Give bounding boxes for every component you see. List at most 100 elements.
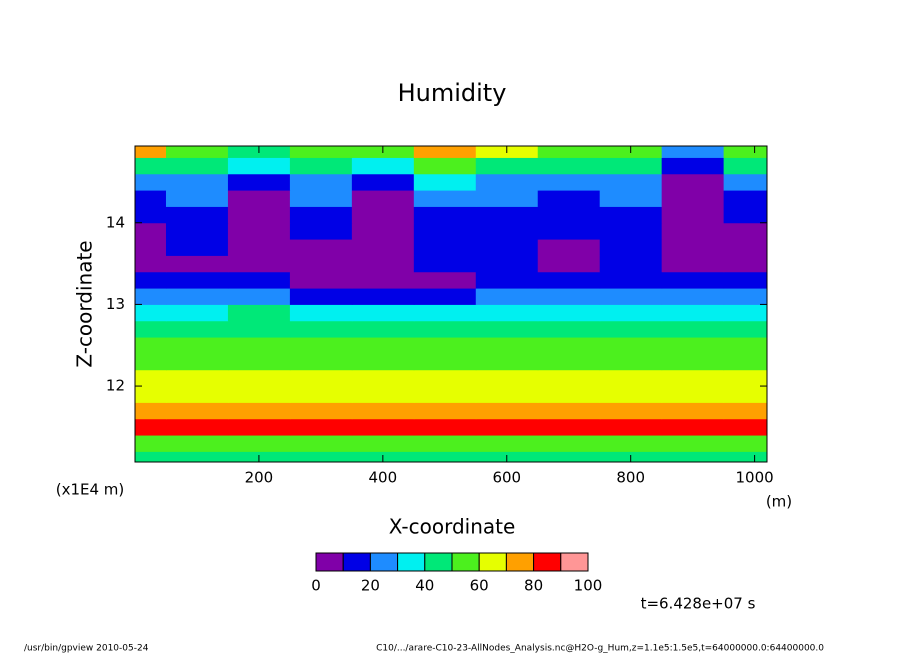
contour-cell <box>135 353 167 371</box>
colorbar-swatch <box>478 552 507 572</box>
contour-cell <box>227 337 291 354</box>
contour-cell <box>289 320 353 338</box>
contour-cell <box>165 239 229 256</box>
contour-cell <box>165 435 229 452</box>
contour-cell <box>537 206 601 224</box>
contour-cell <box>135 451 167 462</box>
contour-cell <box>165 206 229 224</box>
contour-cell <box>413 386 477 403</box>
contour-cell <box>135 239 167 256</box>
x-unit: (m) <box>766 493 792 511</box>
contour-cell <box>475 190 539 207</box>
contour-cell <box>165 288 229 305</box>
contour-cell <box>475 320 539 338</box>
contour-cell <box>475 206 539 224</box>
contour-cell <box>165 337 229 354</box>
contour-cell <box>537 271 601 289</box>
contour-cell <box>135 288 167 305</box>
x-axis-label: X-coordinate <box>389 515 516 539</box>
contour-cell <box>289 337 353 354</box>
contour-cell <box>351 190 415 207</box>
contour-cell <box>475 288 539 305</box>
x-tick-label: 1000 <box>736 469 774 487</box>
contour-cell <box>135 418 167 436</box>
colorbar-tick-label: 60 <box>470 577 489 595</box>
contour-cell <box>599 369 663 387</box>
contour-cell <box>413 304 477 322</box>
contour-cell <box>351 369 415 387</box>
contour-cell <box>537 369 601 387</box>
contour-cell <box>723 206 767 224</box>
x-tick-label: 600 <box>492 469 521 487</box>
colorbar-tick-label: 100 <box>574 577 603 595</box>
contour-cell <box>661 320 725 338</box>
contour-cell <box>227 190 291 207</box>
contour-cell <box>135 157 167 175</box>
contour-cell <box>537 173 601 191</box>
contour-cell <box>413 173 477 191</box>
contour-cell <box>723 418 767 436</box>
contour-cell <box>537 222 601 240</box>
contour-cell <box>351 418 415 436</box>
contour-cell <box>599 353 663 371</box>
contour-cell <box>135 435 167 452</box>
contour-cell <box>661 353 725 371</box>
contour-cell <box>289 369 353 387</box>
contour-cell <box>599 271 663 289</box>
contour-cell <box>475 271 539 289</box>
contour-cell <box>413 157 477 175</box>
contour-cell <box>135 304 167 322</box>
contour-cell <box>289 157 353 175</box>
contour-cell <box>135 190 167 207</box>
contour-cell <box>661 435 725 452</box>
contour-cell <box>475 222 539 240</box>
contour-cell <box>289 386 353 403</box>
contour-cell <box>413 146 477 158</box>
contour-cell <box>135 222 167 240</box>
contour-cell <box>165 255 229 273</box>
contour-cell <box>289 435 353 452</box>
contour-cell <box>289 418 353 436</box>
contour-cell <box>661 222 725 240</box>
contour-cell <box>723 304 767 322</box>
contour-cell <box>289 304 353 322</box>
contour-cell <box>351 239 415 256</box>
contour-cell <box>135 146 167 158</box>
contour-cell <box>723 402 767 420</box>
contour-cell <box>537 451 601 462</box>
contour-cell <box>227 435 291 452</box>
contour-cell <box>599 402 663 420</box>
contour-cell <box>537 320 601 338</box>
contour-cell <box>165 386 229 403</box>
contour-cell <box>413 369 477 387</box>
contour-cell <box>289 146 353 158</box>
contour-cell <box>351 320 415 338</box>
contour-cell <box>413 255 477 273</box>
colorbar-swatch <box>560 552 589 572</box>
contour-cell <box>475 386 539 403</box>
contour-cell <box>723 320 767 338</box>
contour-cell <box>475 337 539 354</box>
contour-cell <box>599 255 663 273</box>
contour-cell <box>475 402 539 420</box>
contour-cell <box>165 353 229 371</box>
contour-cell <box>289 353 353 371</box>
contour-cell <box>723 157 767 175</box>
colorbar-tick-label: 40 <box>415 577 434 595</box>
contour-cell <box>537 190 601 207</box>
contour-cell <box>599 190 663 207</box>
contour-cell <box>537 353 601 371</box>
colorbar-swatch <box>505 552 535 572</box>
contour-cell <box>289 206 353 224</box>
footer-left: /usr/bin/gpview 2010-05-24 <box>24 644 149 654</box>
contour-cell <box>723 255 767 273</box>
contour-cell <box>599 320 663 338</box>
contour-cell <box>661 146 725 158</box>
contour-cell <box>599 222 663 240</box>
colorbar-swatch <box>424 552 453 572</box>
contour-cell <box>165 320 229 338</box>
field <box>135 146 767 462</box>
colorbar-swatch <box>451 552 480 572</box>
contour-cell <box>599 239 663 256</box>
